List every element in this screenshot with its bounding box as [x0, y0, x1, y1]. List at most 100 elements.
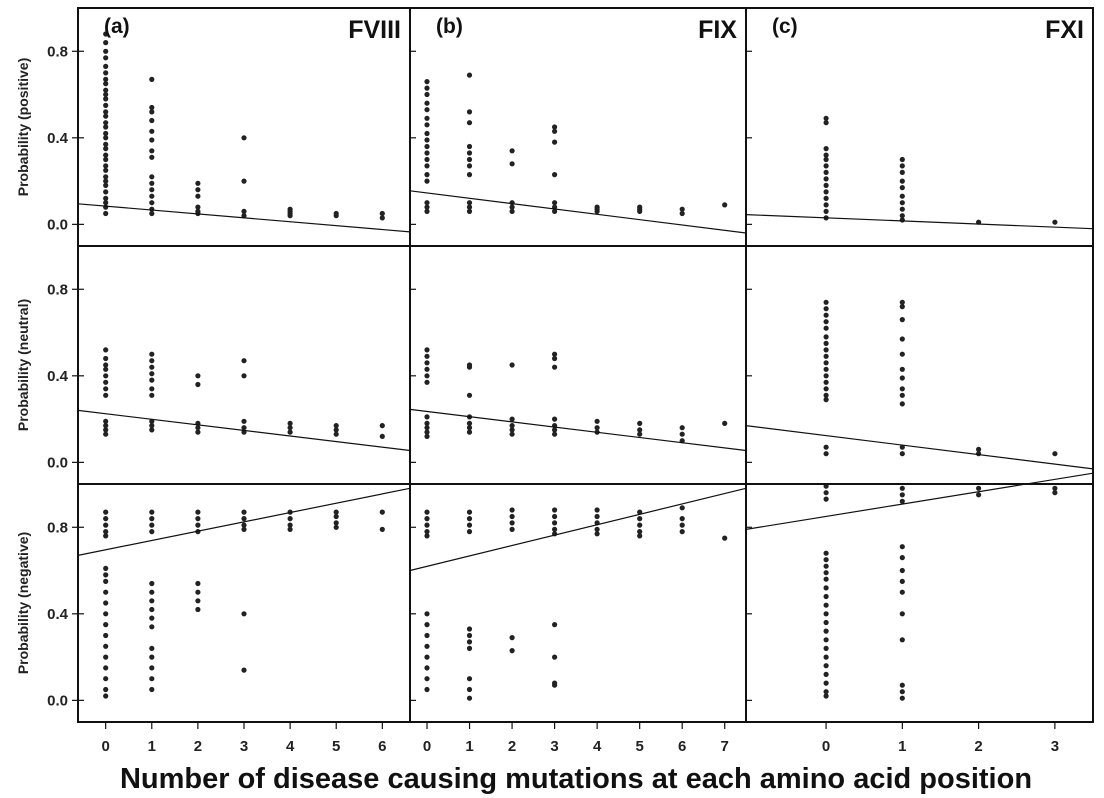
data-point — [594, 208, 600, 214]
data-point — [103, 195, 109, 201]
data-point — [424, 353, 430, 359]
data-point — [823, 373, 829, 379]
data-point — [976, 492, 982, 498]
data-point — [149, 371, 155, 377]
x-tick-label: 2 — [194, 738, 202, 755]
data-point — [424, 529, 430, 535]
data-point — [552, 208, 558, 214]
subplot-fxi-positive — [745, 50, 1094, 230]
data-point — [823, 689, 829, 695]
data-point — [466, 509, 473, 515]
data-point — [103, 63, 109, 69]
data-point — [103, 509, 109, 515]
data-point — [103, 611, 109, 617]
data-point — [679, 505, 685, 511]
data-point — [103, 96, 109, 102]
panel-title: FVIII — [348, 16, 401, 44]
subplot-fviii-positive — [77, 31, 411, 233]
data-point — [466, 626, 473, 632]
data-point — [552, 654, 558, 660]
data-point — [899, 156, 905, 163]
data-point — [823, 628, 829, 634]
data-point — [241, 208, 247, 214]
data-point — [241, 526, 247, 533]
data-point — [149, 351, 155, 357]
data-point — [594, 425, 600, 431]
data-point — [103, 174, 109, 180]
x-tick-label: 1 — [898, 738, 906, 755]
data-point — [103, 379, 109, 385]
data-point — [103, 130, 109, 137]
data-point — [103, 200, 109, 206]
data-point — [424, 172, 430, 178]
y-tick-label: 0.4 — [47, 130, 69, 147]
data-point — [976, 446, 982, 452]
data-point — [823, 585, 829, 591]
data-point — [466, 150, 473, 156]
data-point — [899, 444, 905, 450]
data-point — [679, 210, 685, 217]
data-point — [149, 427, 155, 433]
data-point — [103, 141, 109, 147]
data-point — [333, 513, 339, 520]
data-point — [103, 418, 109, 424]
data-point — [823, 451, 829, 457]
data-point — [195, 180, 201, 186]
data-point — [823, 671, 829, 678]
data-point — [823, 619, 829, 626]
data-point — [424, 420, 430, 426]
data-point — [552, 427, 558, 433]
data-point — [103, 431, 109, 437]
data-point — [424, 425, 430, 431]
data-point — [241, 178, 247, 184]
data-point — [509, 208, 515, 214]
data-point — [823, 654, 829, 660]
data-point — [594, 526, 600, 533]
data-point — [823, 645, 829, 652]
data-point — [241, 425, 247, 431]
data-point — [195, 429, 201, 435]
data-point — [823, 392, 829, 398]
data-point — [103, 386, 109, 392]
data-point — [149, 174, 155, 180]
x-tick-label: 4 — [286, 738, 295, 755]
subplot-fix-positive — [409, 50, 747, 234]
data-point — [103, 76, 109, 82]
data-point — [976, 451, 982, 457]
data-point — [103, 600, 109, 606]
data-point — [103, 178, 109, 184]
data-point — [509, 427, 515, 433]
x-tick-label: 2 — [974, 738, 982, 755]
data-point — [823, 169, 829, 175]
y-axis-negative: 0.0 0.4 0.8 Probability (negative) — [15, 519, 78, 709]
data-point — [424, 200, 430, 206]
data-point — [103, 529, 109, 535]
data-point — [509, 507, 515, 513]
data-point — [823, 202, 829, 208]
regression-line — [77, 487, 411, 556]
data-point — [899, 589, 905, 595]
data-point — [149, 377, 155, 383]
data-point — [103, 366, 109, 372]
data-point — [103, 516, 109, 522]
data-point — [103, 210, 109, 217]
panel-label: (b) — [436, 15, 463, 38]
data-point — [1052, 490, 1058, 496]
data-point — [333, 520, 339, 526]
data-point — [899, 336, 905, 342]
panel-title: FIX — [698, 16, 737, 44]
data-point — [899, 578, 905, 585]
data-point — [637, 208, 643, 214]
data-point — [103, 578, 109, 585]
panel-fxi: (c) FXI 0 1 2 3 — [745, 15, 1094, 755]
data-point — [594, 531, 600, 537]
data-point — [195, 522, 201, 528]
x-tick-label: 6 — [678, 738, 686, 755]
data-point — [103, 676, 109, 682]
data-point — [424, 654, 430, 660]
data-point — [424, 509, 430, 515]
data-point — [103, 622, 109, 628]
data-point — [103, 135, 109, 141]
data-point — [899, 567, 905, 574]
data-point — [823, 611, 829, 617]
